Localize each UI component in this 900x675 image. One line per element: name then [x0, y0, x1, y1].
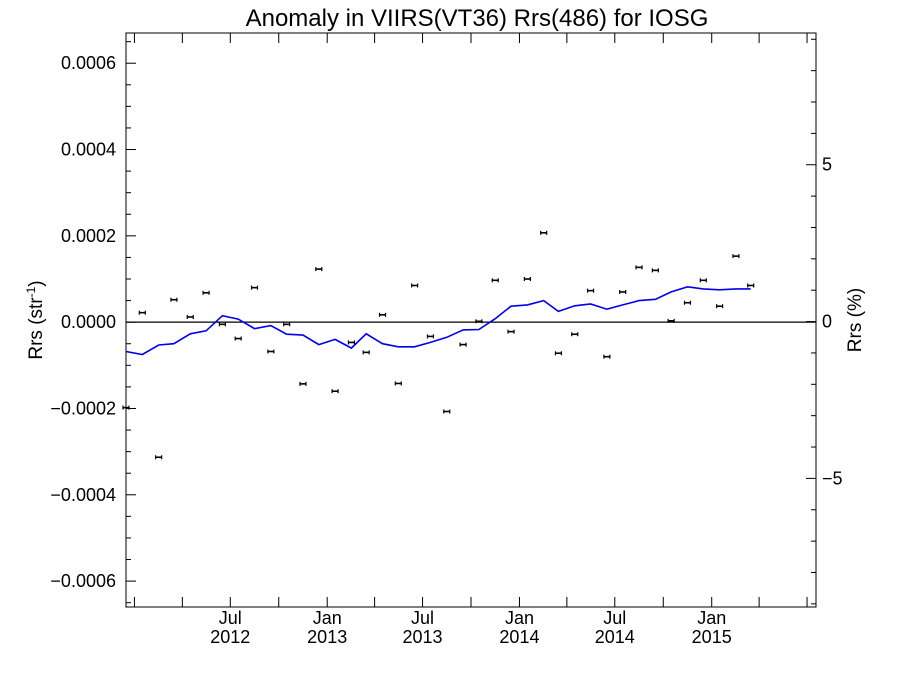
- data-point: [523, 277, 531, 281]
- right-tick-label: 5: [822, 155, 832, 175]
- x-axis: Jul2012Jan2013Jul2013Jan2014Jul2014Jan20…: [133, 33, 808, 647]
- chart-title: Anomaly in VIIRS(VT36) Rrs(486) for IOSG: [246, 5, 709, 32]
- right-tick-label: −5: [822, 468, 843, 488]
- data-point: [378, 312, 387, 317]
- x-tick-year: 2015: [692, 627, 732, 647]
- x-tick-year: 2013: [403, 627, 443, 647]
- left-tick-label: 0.0006: [61, 53, 116, 73]
- left-tick-label: −0.0006: [50, 571, 116, 591]
- left-tick-label: −0.0004: [50, 485, 116, 505]
- left-axis: 0.0006 0.0004 0.0002 0.0000 −0.0002 −0.0004 −0…: [50, 41, 136, 604]
- data-point: [299, 381, 307, 386]
- data-point: [218, 322, 226, 327]
- x-tick-year: 2014: [595, 627, 635, 647]
- data-point: [716, 304, 724, 309]
- x-tick-month: Jan: [505, 608, 534, 628]
- data-point: [619, 289, 627, 294]
- x-tick-month: Jul: [603, 608, 626, 628]
- data-point: [603, 354, 611, 359]
- data-point: [315, 267, 323, 272]
- data-point: [459, 342, 467, 347]
- data-point: [426, 334, 435, 339]
- data-point: [202, 290, 210, 295]
- trend-line: [125, 285, 751, 356]
- x-tick-month: Jul: [219, 608, 242, 628]
- data-point: [443, 409, 451, 414]
- left-tick-label: −0.0002: [50, 398, 116, 418]
- data-point: [667, 318, 675, 323]
- x-tick-month: Jan: [313, 608, 342, 628]
- x-tick-month: Jul: [411, 608, 434, 628]
- data-point: [250, 285, 259, 290]
- data-point: [554, 351, 563, 356]
- data-point: [507, 329, 515, 334]
- data-point: [186, 314, 194, 319]
- data-point: [170, 297, 178, 302]
- data-point: [347, 340, 356, 345]
- data-point: [683, 300, 692, 305]
- left-axis-title: Rrs (str-1): [24, 280, 47, 359]
- data-point: [331, 389, 339, 394]
- data-point: [138, 310, 146, 315]
- data-point: [586, 288, 595, 293]
- x-tick-month: Jan: [697, 608, 726, 628]
- data-point: [635, 265, 643, 270]
- data-point: [475, 319, 483, 324]
- plot-frame: [125, 32, 817, 608]
- data-point: [732, 254, 740, 259]
- right-tick-label: 0: [822, 312, 832, 332]
- right-axis: 5 0 −5: [806, 38, 843, 605]
- data-point: [394, 381, 402, 386]
- data-point: [411, 283, 419, 288]
- data-point: [651, 268, 659, 273]
- data-point: [283, 322, 291, 327]
- data-point: [122, 405, 130, 410]
- data-point: [155, 455, 163, 460]
- data-point: [491, 278, 499, 283]
- data-point: [540, 230, 548, 235]
- left-tick-label: 0.0002: [61, 226, 116, 246]
- left-tick-label: 0.0000: [61, 312, 116, 332]
- data-point: [234, 336, 242, 341]
- x-tick-year: 2013: [307, 627, 347, 647]
- data-point: [747, 283, 755, 288]
- anomaly-points-series: [122, 230, 755, 460]
- trend-line-series: [125, 285, 751, 356]
- x-tick-year: 2014: [499, 627, 539, 647]
- data-point: [362, 350, 370, 355]
- data-point: [267, 349, 275, 354]
- data-point: [699, 278, 707, 283]
- x-tick-year: 2012: [210, 627, 250, 647]
- data-point: [571, 332, 579, 337]
- left-tick-label: 0.0004: [61, 140, 116, 160]
- right-axis-title: Rrs (%): [845, 288, 866, 352]
